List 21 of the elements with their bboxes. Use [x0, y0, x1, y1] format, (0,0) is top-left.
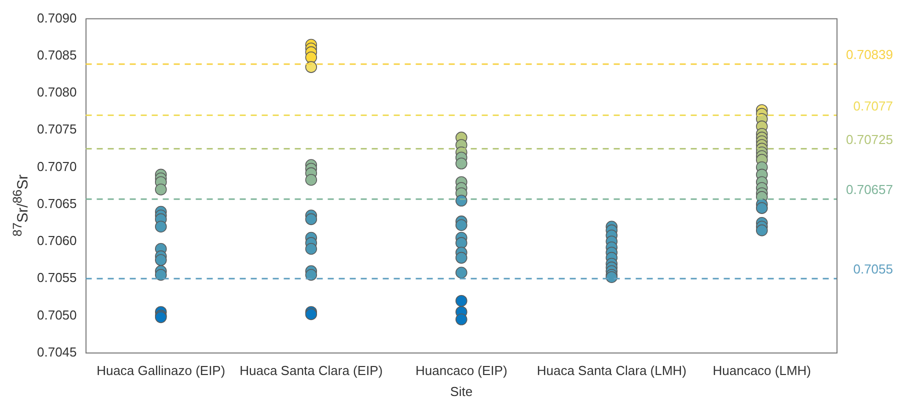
y-tick-label: 0.7075: [36, 122, 77, 137]
x-tick-label: Huaca Santa Clara (EIP): [240, 363, 383, 378]
y-tick-label: 0.7060: [36, 233, 77, 248]
y-tick-label: 0.7045: [36, 344, 77, 360]
y-tick-label: 0.7080: [36, 84, 77, 100]
x-axis-title: Site: [450, 384, 473, 399]
y-tick-label: 0.7070: [36, 158, 77, 174]
y-tick-label: 0.7050: [36, 307, 77, 322]
y-tick-label: 0.7085: [36, 47, 77, 62]
x-tick-label: Huaca Gallinazo (EIP): [96, 363, 226, 378]
ref-line-label: 0.70839: [846, 47, 893, 62]
ref-line-label: 0.7055: [853, 262, 893, 277]
x-tick-label: Huancaco (LMH): [712, 363, 812, 378]
y-tick-label: 0.7090: [36, 10, 77, 26]
ref-line-label: 0.7077: [853, 98, 893, 114]
x-tick-label: Huaca Santa Clara (LMH): [536, 363, 686, 378]
y-tick-label: 0.7055: [36, 270, 77, 286]
y-tick-label: 0.7065: [36, 196, 77, 211]
ref-line-label: 0.70725: [846, 132, 893, 147]
ref-line-label: 0.70657: [846, 182, 893, 198]
x-tick-label: Huancaco (EIP): [416, 363, 508, 378]
